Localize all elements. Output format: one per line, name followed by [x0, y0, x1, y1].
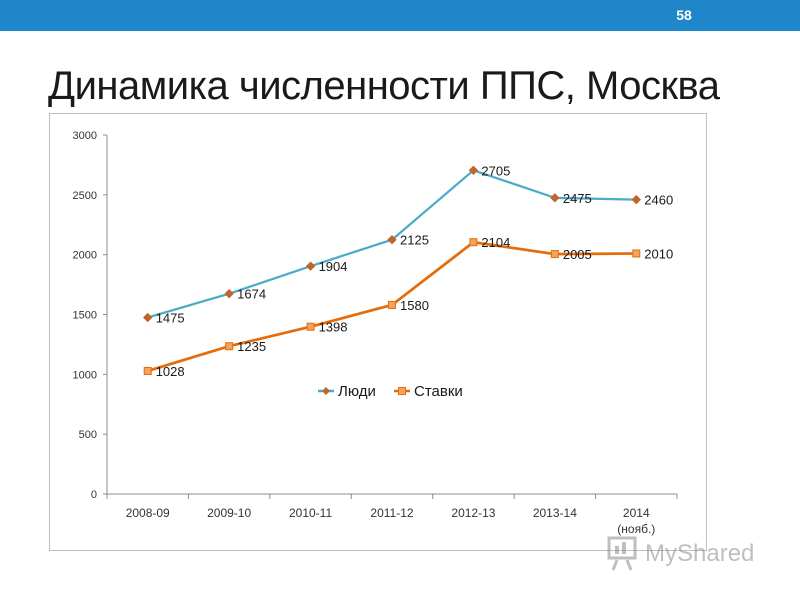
data-point [305, 261, 316, 271]
x-tick-label: 2012-13 [451, 506, 495, 520]
data-point [143, 366, 152, 375]
legend-label: Люди [338, 383, 376, 400]
data-point [224, 288, 234, 299]
chart-frame: 0 500 1000 1500 2000 2500 3000 2008-09 2009-10 20… [49, 113, 707, 551]
data-label: 1580 [400, 298, 429, 313]
line-chart: 0 500 1000 1500 2000 2500 3000 2008-09 2009-10 20… [73, 130, 678, 536]
data-label: 1028 [156, 364, 185, 379]
data-point [388, 300, 396, 309]
x-tick-label: 2013-14 [533, 506, 577, 520]
data-point [550, 250, 559, 259]
data-point [306, 322, 315, 331]
presentation-icon [607, 536, 637, 571]
watermark: MyShared [607, 536, 777, 576]
data-label: 2475 [563, 191, 592, 206]
x-tick-label: 2010-11 [289, 506, 332, 520]
data-label: 1398 [319, 320, 348, 335]
data-point [387, 235, 397, 245]
y-tick-label: 2500 [73, 190, 97, 202]
watermark-text: MyShared [645, 540, 755, 567]
y-tick-label: 2000 [73, 250, 97, 262]
data-label: 1674 [237, 287, 266, 302]
data-label: 2005 [563, 247, 592, 262]
data-label: 2010 [644, 246, 673, 261]
x-tick-sublabel: (нояб.) [617, 522, 655, 536]
data-point [469, 238, 478, 247]
data-point [468, 165, 479, 176]
y-tick-label: 500 [79, 429, 97, 441]
data-point [143, 312, 153, 323]
data-label: 2705 [481, 163, 510, 178]
data-point [631, 194, 641, 205]
legend-marker [322, 387, 330, 395]
y-tick-label: 1000 [73, 369, 97, 381]
data-label: 2125 [400, 233, 429, 248]
legend-label: Ставки [414, 383, 463, 400]
x-tick-label: 2011-12 [370, 506, 413, 520]
top-bar: 58 [0, 0, 800, 31]
x-tick-label: 2009-10 [207, 506, 251, 520]
x-tick-label: 2008-09 [126, 506, 170, 520]
data-label: 1475 [156, 310, 185, 325]
page-number: 58 [676, 7, 692, 23]
y-tick-label: 3000 [73, 130, 97, 142]
slide-title: Динамика численности ППС, Москва [48, 64, 720, 108]
data-label: 1904 [319, 259, 348, 274]
data-point [632, 249, 641, 258]
data-point [225, 342, 234, 351]
x-tick-label: 2014 [623, 506, 650, 520]
y-tick-label: 0 [91, 489, 97, 501]
data-label: 1235 [237, 339, 266, 354]
data-point [550, 193, 560, 203]
data-label: 2460 [644, 193, 673, 208]
y-tick-label: 1500 [73, 310, 97, 322]
legend-marker [398, 387, 406, 395]
data-label: 2104 [481, 235, 510, 250]
